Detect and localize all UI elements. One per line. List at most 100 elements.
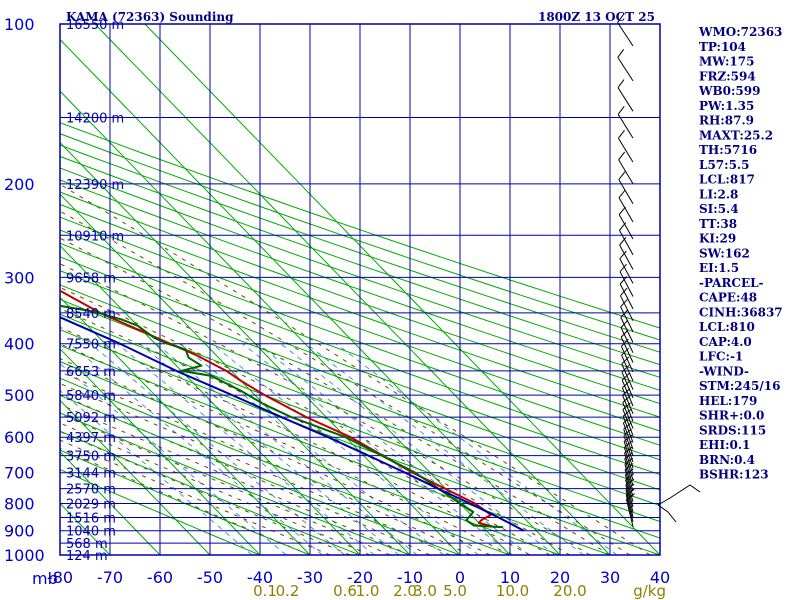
height-label: 3144 m — [66, 467, 116, 482]
wind-barb-flag — [620, 329, 629, 338]
temperature-tick-label: 40 — [650, 568, 670, 587]
height-label: 10910 m — [66, 229, 124, 244]
wind-barb-flag — [617, 79, 625, 88]
index-entry: BRN:0.4 — [699, 453, 755, 467]
wind-barb-flag — [622, 388, 631, 396]
pressure-tick-label: 800 — [4, 495, 35, 514]
pressure-tick-label: 500 — [4, 386, 35, 405]
wind-barb-flag — [618, 151, 626, 161]
index-entry: MW:175 — [699, 55, 754, 69]
wind-barb-staff — [622, 422, 634, 450]
mixing-ratio-label: 1.0 — [356, 582, 380, 600]
height-label: 9658 m — [66, 271, 116, 286]
height-label: 12390 m — [66, 178, 124, 193]
mixing-ratio-unit: g/kg — [633, 582, 666, 600]
wind-barb-staff — [621, 363, 634, 390]
temperature-tick-label: -40 — [247, 568, 273, 587]
wind-barb-flag — [620, 299, 628, 308]
index-entry: -PARCEL- — [699, 276, 764, 290]
wind-barb-staff — [617, 57, 634, 82]
height-label: 8540 m — [66, 307, 116, 322]
wind-barb-flag — [625, 478, 635, 486]
plot-frame — [59, 23, 661, 556]
background-grid — [59, 23, 661, 556]
wind-barb-staff — [622, 416, 634, 443]
height-label: 5840 m — [66, 389, 116, 404]
wind-barb-flag — [621, 364, 630, 373]
index-entry: LCL:810 — [699, 320, 755, 334]
index-entry: PW:1.35 — [699, 99, 754, 113]
height-label: 5092 m — [66, 411, 116, 426]
isotherm — [59, 296, 311, 556]
wind-barb-flag — [619, 222, 627, 231]
mixing-ratio-label: 2.0 — [393, 582, 417, 600]
index-entry: EHI:0.1 — [699, 438, 750, 452]
wind-barb-staff — [617, 137, 634, 163]
height-label: 16550 m — [66, 18, 124, 33]
temperature-tick-label: -80 — [47, 568, 73, 587]
height-label: 3750 m — [66, 450, 116, 465]
mixing-ratio-label: 0.2 — [276, 582, 300, 600]
pressure-tick-label: 600 — [4, 428, 35, 447]
wind-barb-staff — [621, 355, 634, 382]
index-entry: CAPE:48 — [699, 291, 757, 305]
pressure-tick-label: 1000 — [4, 546, 45, 565]
temperature-tick-label: 20 — [550, 568, 570, 587]
wind-barb-staff — [618, 179, 634, 204]
mixing-ratio-label: 3.0 — [413, 582, 437, 600]
temperature-tick-label: -30 — [297, 568, 323, 587]
wind-barb-staff — [617, 87, 634, 112]
temperature-tick-label: -60 — [147, 568, 173, 587]
mixing-ratio-label: 0.1 — [253, 582, 277, 600]
temperature-tick-label: -20 — [347, 568, 373, 587]
wind-barb-flag — [622, 409, 632, 417]
wind-barb-staff — [617, 114, 634, 139]
wind-barb-flag — [625, 468, 634, 476]
wind-barb-flag — [622, 395, 631, 403]
wind-barb-flag — [625, 488, 635, 496]
wind-barb-staff — [621, 387, 634, 414]
index-entry: CAP:4.0 — [699, 335, 752, 349]
wind-barb-flag — [621, 338, 629, 347]
mixing-ratio-label: 20.0 — [553, 582, 586, 600]
surface-wind-barb-2 — [657, 504, 677, 523]
index-entry: L57:5.5 — [699, 158, 749, 172]
height-label: 7550 m — [66, 338, 116, 353]
pressure-tick-label: 100 — [4, 15, 35, 34]
wind-barb-flag — [619, 263, 627, 273]
height-label: 1516 m — [66, 512, 116, 527]
height-label: 2029 m — [66, 498, 116, 513]
wind-barb-flag — [626, 493, 635, 500]
wind-barb-staff — [620, 317, 634, 343]
wind-barb-flag — [619, 276, 628, 285]
temperature-tick-label: -10 — [397, 568, 423, 587]
isotherm — [94, 23, 611, 556]
pressure-tick-label: 900 — [4, 522, 35, 541]
wind-barb-flag — [623, 440, 633, 448]
index-entry: RH:87.9 — [699, 114, 754, 128]
wind-barbs — [617, 14, 701, 527]
wind-barb-flag — [622, 402, 631, 410]
wind-barb-flag — [618, 206, 626, 215]
indices-panel: WMO:72363TP:104MW:175FRZ:594WB0:599PW:1.… — [698, 25, 783, 482]
wind-barb-flag — [620, 287, 628, 297]
wind-barb-flag — [619, 236, 627, 246]
wind-barb-flag — [624, 452, 633, 460]
wind-barb-staff — [619, 258, 634, 284]
wind-barb-staff — [617, 22, 634, 47]
index-entry: TT:38 — [699, 217, 737, 231]
wind-barb-staff — [621, 379, 634, 407]
wind-barb-flag — [623, 415, 632, 424]
series-parcel — [60, 316, 525, 532]
height-label: 568 m — [66, 537, 108, 552]
index-entry: MAXT:25.2 — [699, 128, 773, 142]
valid-time: 1800Z 13 OCT 25 — [538, 10, 655, 24]
wind-barb-staff — [621, 372, 634, 399]
pressure-tick-label: 200 — [4, 175, 35, 194]
index-entry: BSHR:123 — [699, 468, 769, 482]
wind-barb-flag — [622, 380, 631, 389]
wind-barb-staff — [625, 499, 634, 527]
moist-adiabat — [60, 403, 411, 555]
index-entry: WMO:72363 — [698, 25, 782, 39]
